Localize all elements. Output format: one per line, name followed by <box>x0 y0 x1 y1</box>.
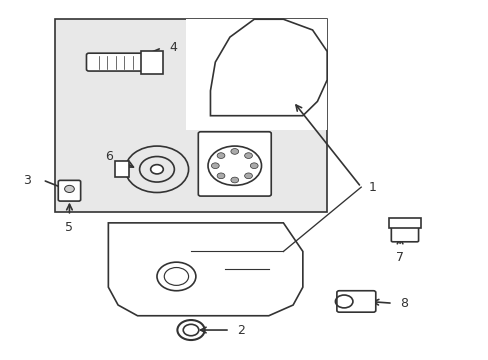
Circle shape <box>211 163 219 168</box>
Circle shape <box>64 185 74 193</box>
PathPatch shape <box>108 223 302 316</box>
FancyBboxPatch shape <box>86 53 149 71</box>
FancyBboxPatch shape <box>390 225 418 242</box>
Circle shape <box>150 165 163 174</box>
Text: 4: 4 <box>169 41 177 54</box>
FancyBboxPatch shape <box>198 132 271 196</box>
FancyBboxPatch shape <box>141 51 163 73</box>
Circle shape <box>250 163 258 168</box>
Circle shape <box>230 177 238 183</box>
FancyBboxPatch shape <box>186 19 326 130</box>
FancyBboxPatch shape <box>388 217 420 228</box>
Text: 2: 2 <box>237 324 244 337</box>
FancyBboxPatch shape <box>336 291 375 312</box>
Text: 8: 8 <box>399 297 407 310</box>
Text: 7: 7 <box>395 251 403 265</box>
Circle shape <box>217 173 224 179</box>
Circle shape <box>217 153 224 158</box>
Text: 6: 6 <box>105 150 113 163</box>
Text: 3: 3 <box>22 174 30 186</box>
Circle shape <box>244 173 252 179</box>
Text: 1: 1 <box>368 181 376 194</box>
FancyBboxPatch shape <box>58 180 81 201</box>
Circle shape <box>244 153 252 158</box>
FancyBboxPatch shape <box>115 161 128 177</box>
PathPatch shape <box>210 19 326 116</box>
Circle shape <box>230 149 238 154</box>
FancyBboxPatch shape <box>55 19 326 212</box>
Text: 5: 5 <box>65 221 73 234</box>
